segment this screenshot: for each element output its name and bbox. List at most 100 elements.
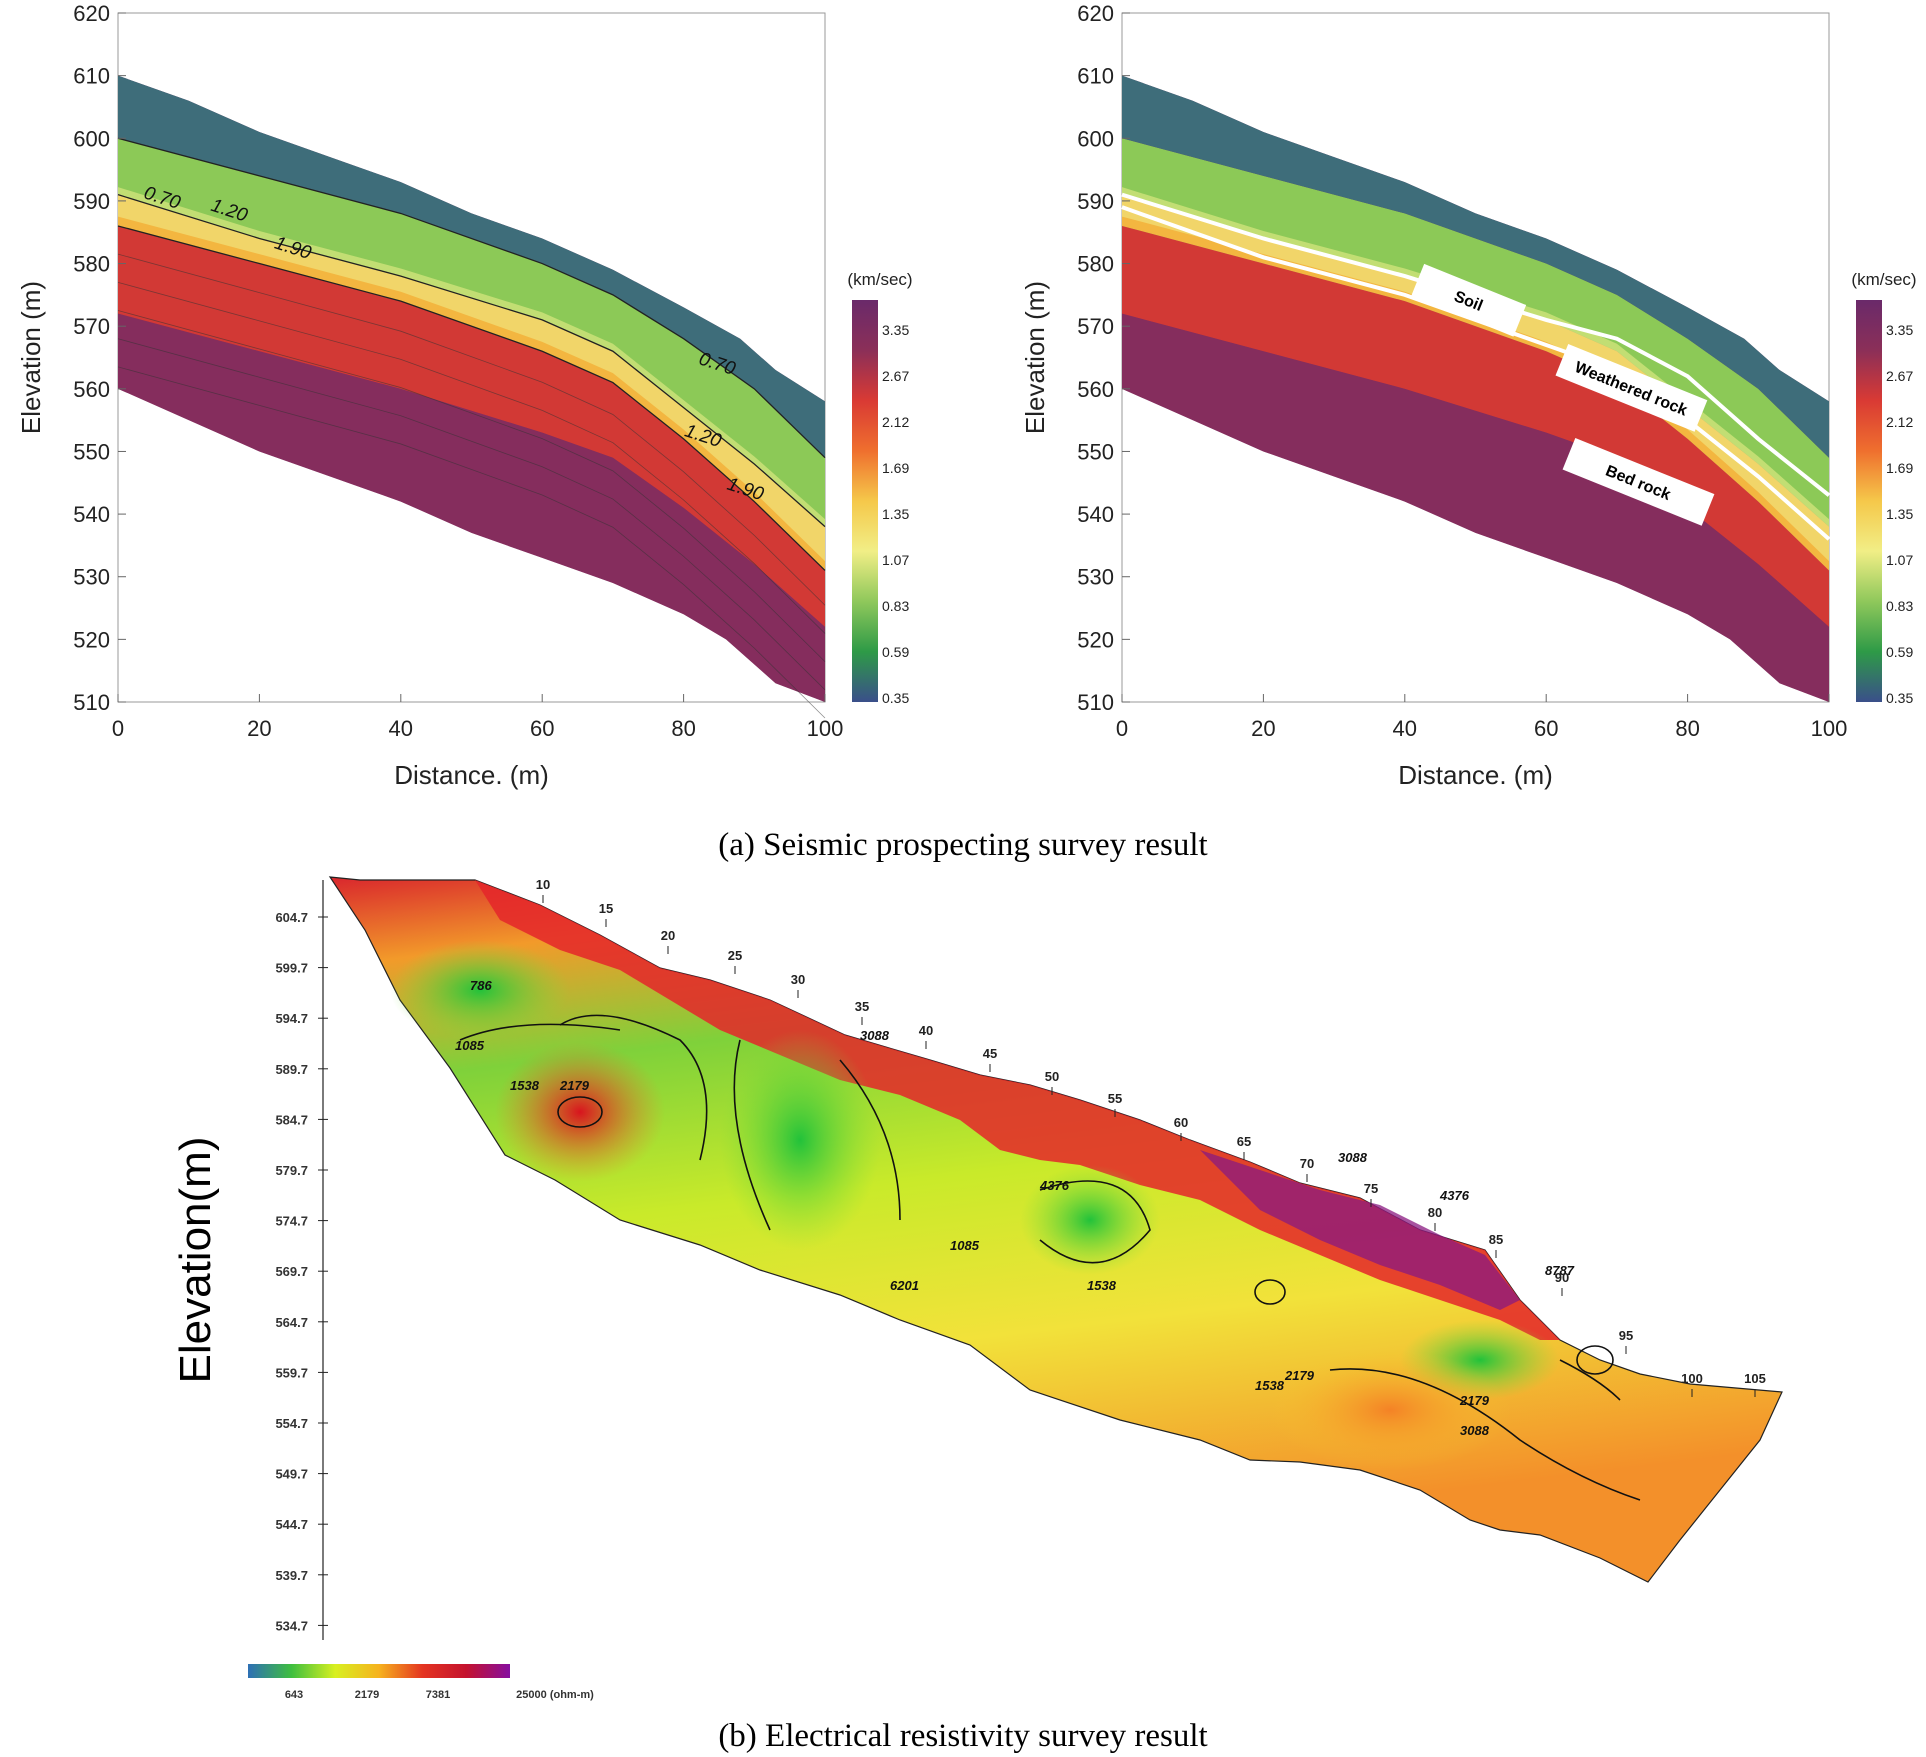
colorbar-tick: 643 xyxy=(285,1689,303,1701)
y-axis-label: Elevation (m) xyxy=(1020,281,1050,434)
contour-line xyxy=(117,137,826,459)
y-tick-label: 540 xyxy=(1077,502,1114,527)
y-tick-label: 520 xyxy=(1077,627,1114,652)
seismic-panel-left: 0.70 1.201.900.701.201.905105205305405505… xyxy=(16,1,913,790)
colorbar-tick: 1.07 xyxy=(882,552,909,568)
annotation-box xyxy=(1411,263,1527,337)
y-tick-label: 599.7 xyxy=(275,961,308,976)
y-tick-label: 550 xyxy=(73,439,110,464)
colorbar-unit: (km/sec) xyxy=(1851,270,1916,289)
y-tick-label: 530 xyxy=(73,565,110,590)
colorbar-tick: 2.67 xyxy=(1886,368,1913,384)
colorbar-tick: 2.67 xyxy=(882,368,909,384)
x-tick-label: 80 xyxy=(1675,716,1699,741)
y-tick-label: 570 xyxy=(73,314,110,339)
colorbar-tick: 3.35 xyxy=(1886,322,1913,338)
x-tick-label: 80 xyxy=(1428,1205,1442,1220)
x-tick-label: 60 xyxy=(530,716,554,741)
resistivity-y-ticks: 604.7 599.7 594.7 589.7 584.7 579.7 574.7 569.7… xyxy=(275,910,328,1633)
contour-label: 2179 xyxy=(1284,1368,1315,1383)
y-tick-label: 570 xyxy=(1077,314,1114,339)
y-tick-label: 544.7 xyxy=(275,1517,308,1532)
contour-label: 3088 xyxy=(860,1028,890,1043)
y-tick-label: 569.7 xyxy=(275,1264,308,1279)
x-axis-label: Distance. (m) xyxy=(394,760,549,790)
contour-label: 3088 xyxy=(1460,1423,1490,1438)
resistivity-anomaly-low-3 xyxy=(1020,1165,1160,1275)
x-tick-label: 25 xyxy=(728,948,742,963)
colorbar-unit: (km/sec) xyxy=(847,270,912,289)
y-tick-label: 550 xyxy=(1077,439,1114,464)
y-tick-label: 620 xyxy=(73,1,110,26)
colorbar-tick: 7381 xyxy=(426,1689,450,1701)
x-tick-label: 40 xyxy=(1393,716,1417,741)
x-tick-label: 105 xyxy=(1744,1371,1766,1386)
y-tick-label: 620 xyxy=(1077,1,1114,26)
x-tick-label: 40 xyxy=(389,716,413,741)
x-tick-label: 70 xyxy=(1300,1156,1314,1171)
y-tick-label: 579.7 xyxy=(275,1163,308,1178)
colorbar-tick: 2.12 xyxy=(882,414,909,430)
y-tick-label: 564.7 xyxy=(275,1315,308,1330)
velocity-zone-purple xyxy=(1122,313,1829,702)
x-tick-label: 85 xyxy=(1489,1232,1503,1247)
annotation-soil: Soil xyxy=(1411,263,1527,337)
y-tick-label: 534.7 xyxy=(275,1618,308,1633)
resistivity-y-label: Elevation(m) xyxy=(171,1137,220,1384)
caption-a: (a) Seismic prospecting survey result xyxy=(718,827,1207,863)
contour-line-minor xyxy=(117,253,826,606)
velocity-zone-purple xyxy=(118,313,825,702)
contour-label: 1538 xyxy=(510,1078,540,1093)
x-tick-label: 40 xyxy=(919,1023,933,1038)
contour-line-minor xyxy=(117,281,826,634)
y-tick-label: 590 xyxy=(73,189,110,214)
y-tick-label: 520 xyxy=(73,627,110,652)
x-tick-label: 100 xyxy=(1811,716,1848,741)
x-tick-label: 15 xyxy=(599,901,613,916)
y-tick-label: 590 xyxy=(1077,189,1114,214)
contour-label: 1538 xyxy=(1087,1278,1117,1293)
contour-label: 6201 xyxy=(890,1278,919,1293)
x-tick-label: 45 xyxy=(983,1046,997,1061)
x-tick-label: 80 xyxy=(671,716,695,741)
colorbar-tick: 0.83 xyxy=(1886,598,1913,614)
y-tick-label: 539.7 xyxy=(275,1568,308,1583)
y-tick-label: 554.7 xyxy=(275,1416,308,1431)
annotation-box xyxy=(1562,437,1715,526)
y-tick-label: 584.7 xyxy=(275,1112,308,1127)
x-tick-label: 60 xyxy=(1534,716,1558,741)
x-tick-label: 0 xyxy=(112,716,124,741)
resistivity-anomaly-low-2 xyxy=(390,940,570,1040)
contour-label: 3088 xyxy=(1338,1150,1368,1165)
layer-boundary xyxy=(1121,192,1831,497)
y-tick-label: 610 xyxy=(73,64,110,89)
colorbar-tick: 1.35 xyxy=(882,506,909,522)
resistivity-anomaly-warm xyxy=(1270,1350,1510,1470)
resistivity-high-band xyxy=(475,880,1560,1340)
colorbar-tick: 0.35 xyxy=(1886,690,1913,706)
velocity-zone-blue xyxy=(118,75,825,458)
x-tick-label: 60 xyxy=(1174,1115,1188,1130)
y-axis-label: Elevation (m) xyxy=(16,281,46,434)
resistivity-colorbar xyxy=(248,1664,510,1678)
velocity-zone-red xyxy=(1122,225,1829,627)
contour-label: 786 xyxy=(470,978,492,993)
contour-line-minor xyxy=(117,338,826,691)
y-tick-label: 510 xyxy=(1077,690,1114,715)
y-tick-label: 574.7 xyxy=(275,1214,308,1229)
contour-label: 4376 xyxy=(1039,1178,1070,1193)
y-tick-label: 580 xyxy=(1077,252,1114,277)
x-tick-label: 55 xyxy=(1108,1091,1122,1106)
contour-label: 1085 xyxy=(455,1038,485,1053)
contour-line-minor xyxy=(117,366,826,719)
x-tick-label: 75 xyxy=(1364,1181,1378,1196)
x-axis-label: Distance. (m) xyxy=(1398,760,1553,790)
resistivity-peak-band xyxy=(1200,1150,1520,1310)
y-tick-label: 510 xyxy=(73,690,110,715)
x-tick-label: 100 xyxy=(807,716,844,741)
velocity-zone-green xyxy=(118,138,825,527)
resistivity-anomaly-low-1 xyxy=(720,1030,880,1250)
x-tick-label: 90 xyxy=(1555,1270,1569,1285)
